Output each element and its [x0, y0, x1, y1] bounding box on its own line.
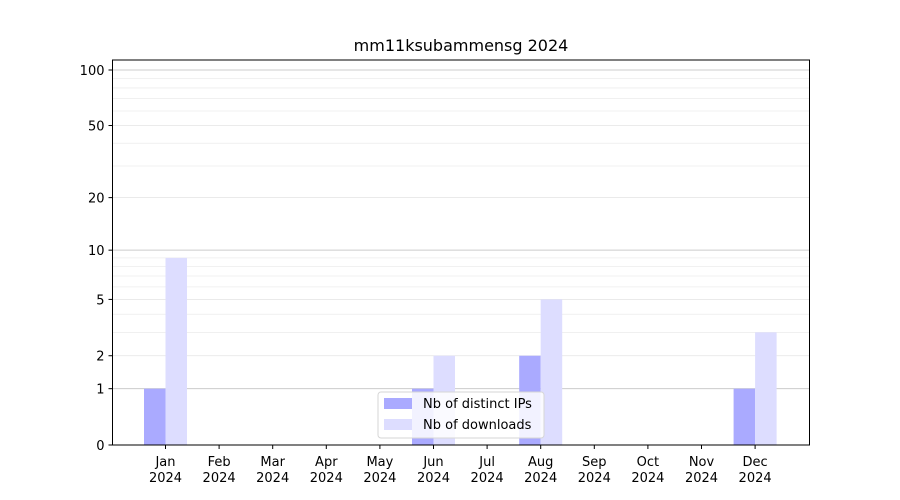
bar-downloads-aug: [540, 299, 563, 445]
x-tick-label-month: Oct: [637, 455, 659, 470]
x-tick-label-month: Nov: [689, 455, 715, 470]
x-tick-label-year: 2024: [685, 471, 718, 486]
x-tick-label-year: 2024: [203, 471, 236, 486]
chart-title: mm11ksubammensg 2024: [354, 36, 569, 55]
x-tick-label-month: Jul: [478, 455, 495, 470]
y-tick-label: 5: [96, 293, 104, 308]
x-tick-label-year: 2024: [256, 471, 289, 486]
x-axis: Jan2024Feb2024Mar2024Apr2024May2024Jun20…: [149, 445, 772, 486]
x-tick-label-month: Feb: [208, 455, 231, 470]
legend-swatch: [384, 398, 412, 409]
legend-swatch: [384, 419, 412, 430]
x-tick-label-year: 2024: [310, 471, 343, 486]
y-tick-label: 10: [88, 244, 105, 259]
y-tick-label: 1: [96, 383, 104, 398]
legend-box: [377, 391, 545, 439]
x-tick-label-month: Aug: [528, 455, 553, 470]
plot-frame: [112, 59, 810, 446]
legend-label: Nb of downloads: [423, 418, 532, 433]
x-tick-label-month: Sep: [582, 455, 607, 470]
y-tick-label: 100: [80, 64, 105, 79]
x-tick-label-year: 2024: [739, 471, 772, 486]
x-tick-label-year: 2024: [363, 471, 396, 486]
legend-label: Nb of distinct IPs: [423, 397, 532, 412]
y-tick-label: 2: [96, 350, 104, 365]
x-tick-label-month: Mar: [260, 455, 285, 470]
x-tick-label-month: Apr: [315, 455, 338, 470]
x-tick-label-year: 2024: [631, 471, 664, 486]
y-axis: 0 1 2 5 10 20 50 100: [80, 64, 113, 454]
x-tick-label-year: 2024: [578, 471, 611, 486]
y-tick-label: 20: [88, 192, 105, 207]
grid-lines: [112, 69, 810, 390]
bar-downloads-jan: [165, 257, 187, 445]
bar-downloads-dec: [755, 332, 777, 445]
x-tick-label-year: 2024: [417, 471, 450, 486]
x-tick-label-month: Jan: [154, 455, 175, 470]
x-tick-label-month: May: [366, 455, 393, 470]
x-tick-label-year: 2024: [471, 471, 504, 486]
bar-distinct-ips-dec: [733, 388, 756, 445]
x-tick-label-year: 2024: [149, 471, 182, 486]
x-tick-label-year: 2024: [524, 471, 557, 486]
bar-distinct-ips-jan: [144, 388, 166, 445]
x-tick-label-month: Jun: [422, 455, 443, 470]
y-tick-label: 0: [96, 439, 104, 454]
legend: Nb of distinct IPs Nb of downloads: [377, 391, 545, 439]
x-tick-label-month: Dec: [743, 455, 768, 470]
y-tick-label: 50: [88, 120, 105, 135]
